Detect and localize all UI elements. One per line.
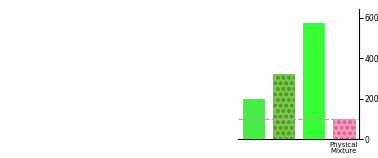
Bar: [333, 119, 355, 139]
Bar: [303, 23, 324, 139]
Bar: [243, 99, 264, 139]
Bar: [273, 74, 294, 139]
